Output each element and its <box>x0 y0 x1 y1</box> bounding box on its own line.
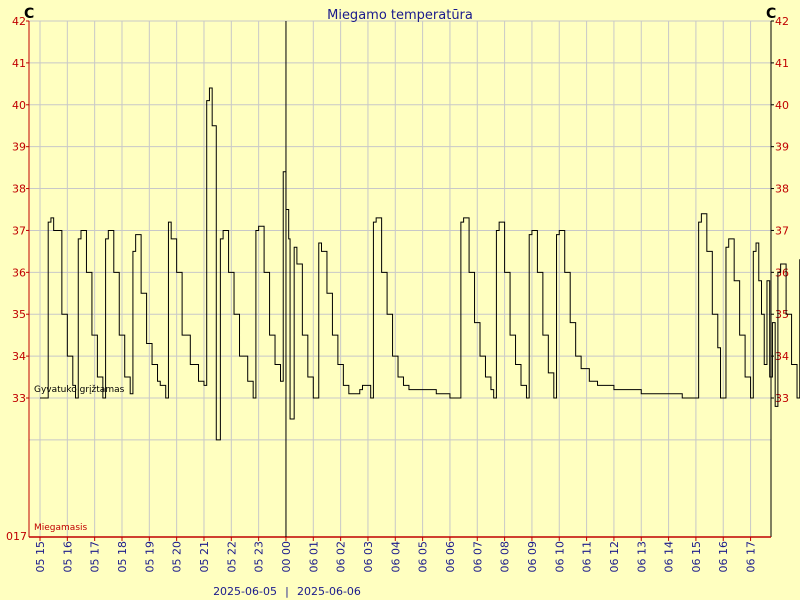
y-tick-label-left: 37 <box>12 224 26 237</box>
axes <box>28 21 772 538</box>
x-tick-label: 06 11 <box>581 541 594 573</box>
y-tick-label-right: 40 <box>775 99 789 112</box>
x-tick-label: 06 05 <box>417 541 430 573</box>
y-tick-label-left: 34 <box>12 350 26 363</box>
y-tick-label-right: 37 <box>775 224 789 237</box>
y-tick-label-left: 38 <box>12 183 26 196</box>
x-tick-label: 06 02 <box>335 541 348 573</box>
x-tick-label: 06 03 <box>362 541 375 573</box>
x-tick-label: 06 15 <box>690 541 703 573</box>
x-tick-labels: 05 15 05 16 05 17 05 18 05 19 05 20 05 21 05 22… <box>34 537 758 573</box>
x-tick-label: 06 14 <box>663 541 676 573</box>
y-unit-right: C <box>766 6 776 22</box>
series-line <box>40 87 800 441</box>
y-tick-label-left: 33 <box>12 392 26 405</box>
date-right: 2025-06-06 <box>297 585 361 598</box>
y-tick-label-left: 36 <box>12 266 26 279</box>
y-tick-label-left: 40 <box>12 99 26 112</box>
y-tick-label-right: 42 <box>775 15 789 28</box>
date-left: 2025-06-05 <box>213 585 277 598</box>
x-tick-label: 05 23 <box>253 541 266 573</box>
y-tick-label-right: 36 <box>775 266 789 279</box>
chart-title: Miegamo temperatūra <box>327 8 473 23</box>
x-tick-label: 05 19 <box>143 541 156 573</box>
grid <box>29 20 771 537</box>
y-tick-label-right: 38 <box>775 183 789 196</box>
x-tick-label: 05 22 <box>225 541 238 573</box>
y-tick-label-left: 35 <box>12 308 26 321</box>
x-tick-label: 06 10 <box>553 541 566 573</box>
x-tick-label: 05 21 <box>198 541 211 573</box>
y-tick-label-left: 41 <box>12 57 26 70</box>
x-tick-label: 05 20 <box>171 541 184 573</box>
x-tick-label: 05 15 <box>34 541 47 573</box>
x-tick-label: 05 17 <box>89 541 102 573</box>
y-tick-label-left: 39 <box>12 141 26 154</box>
x-tick-label: 00 00 <box>280 541 293 573</box>
y-tick-label-right: 33 <box>775 392 789 405</box>
x-tick-label: 06 04 <box>389 541 402 573</box>
y-tick-label-right: 34 <box>775 350 789 363</box>
x-tick-label: 06 17 <box>745 541 758 573</box>
x-tick-label: 06 16 <box>717 541 730 573</box>
date-separator: | <box>285 585 289 598</box>
x-tick-label: 06 08 <box>499 541 512 573</box>
x-tick-label: 06 09 <box>526 541 539 573</box>
x-tick-label: 05 18 <box>116 541 129 573</box>
x-tick-label: 06 12 <box>608 541 621 573</box>
x-tick-label: 06 01 <box>307 541 320 573</box>
y-tick-labels: 42 42 41 41 40 40 39 39 38 38 37 37 36 36 35 35 34 34 33 33 <box>12 15 789 405</box>
x-tick-label: 06 07 <box>471 541 484 573</box>
annotation-bottom: Miegamasis <box>34 523 88 533</box>
x-tick-label: 06 13 <box>635 541 648 573</box>
y-bottom-label: 017 <box>6 530 27 543</box>
y-tick-label-left: 42 <box>12 15 26 28</box>
y-tick-label-right: 41 <box>775 57 789 70</box>
y-unit-left: C <box>24 6 34 22</box>
y-tick-label-right: 35 <box>775 308 789 321</box>
annotation-top: Gyvatuko grįžtamas <box>34 385 125 395</box>
x-tick-label: 05 16 <box>61 541 74 573</box>
x-tick-label: 06 06 <box>444 541 457 573</box>
series-group <box>40 87 800 441</box>
y-tick-label-right: 39 <box>775 141 789 154</box>
